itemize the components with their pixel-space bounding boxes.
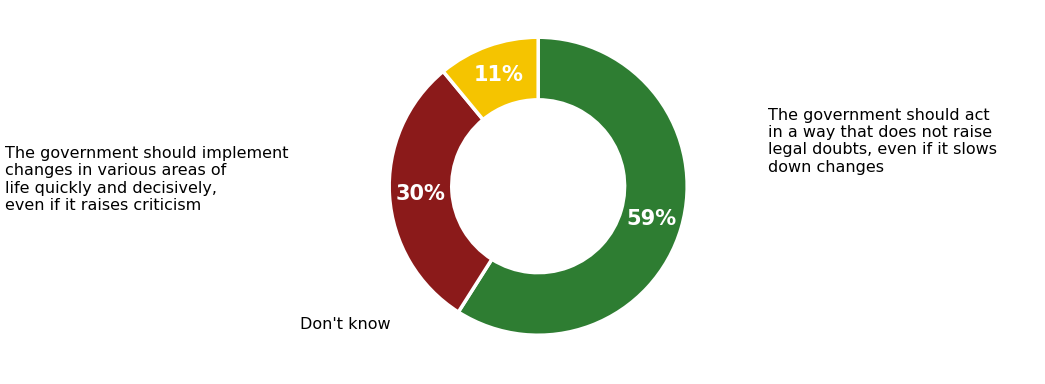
Wedge shape xyxy=(443,37,538,120)
Text: 11%: 11% xyxy=(473,66,524,86)
Wedge shape xyxy=(389,71,492,312)
Text: The government should act
in a way that does not raise
legal doubts, even if it : The government should act in a way that … xyxy=(768,108,997,175)
Text: The government should implement
changes in various areas of
life quickly and dec: The government should implement changes … xyxy=(5,146,288,213)
Text: 30%: 30% xyxy=(396,184,445,204)
Wedge shape xyxy=(459,37,688,335)
Text: 59%: 59% xyxy=(626,209,676,229)
Text: Don't know: Don't know xyxy=(300,317,390,332)
